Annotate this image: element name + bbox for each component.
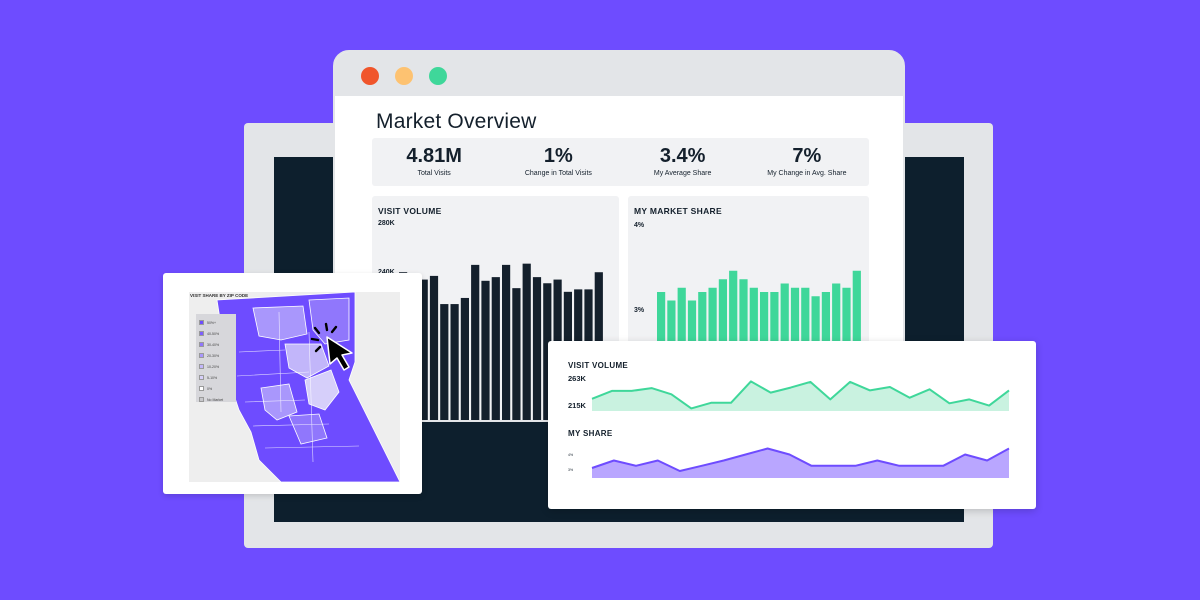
- map-region-light: [260, 383, 298, 421]
- visit-volume-label: VISIT VOLUME: [568, 361, 629, 370]
- legend-label: 20-30%: [207, 353, 220, 358]
- legend-swatch: [199, 342, 204, 347]
- bar: [471, 264, 480, 420]
- share-tick-bottom: 3%: [568, 468, 574, 472]
- legend-item: 10-20%: [199, 361, 233, 372]
- kpi-strip: 4.81M Total Visits 1% Change in Total Vi…: [372, 138, 869, 186]
- area-fill: [592, 381, 1009, 411]
- browser-title-bar: [335, 52, 903, 96]
- legend-label: 0%: [207, 386, 213, 391]
- bar: [429, 275, 439, 420]
- series-line: [591, 380, 1010, 410]
- bar: [532, 277, 542, 420]
- visit-tick-bottom: 215K: [568, 401, 586, 410]
- legend-label: 50%+: [207, 320, 217, 325]
- legend-item: 20-30%: [199, 350, 233, 361]
- legend-swatch: [199, 364, 204, 369]
- bar: [481, 280, 490, 420]
- series-line: [591, 447, 1010, 472]
- panel-title: MY MARKET SHARE: [634, 206, 722, 216]
- legend-swatch: [199, 353, 204, 358]
- panel-title: VISIT VOLUME: [378, 206, 442, 216]
- map-region-light: [288, 413, 328, 445]
- line-charts: [591, 380, 1010, 478]
- map-title: VISIT SHARE BY ZIP CODE: [190, 293, 249, 298]
- kpi-value: 4.81M: [406, 145, 462, 167]
- california-zip-map[interactable]: [189, 292, 400, 482]
- y-tick-label: 3%: [634, 307, 645, 314]
- legend-label: 30-40%: [207, 342, 220, 347]
- legend-item: 5-10%: [199, 372, 233, 383]
- kpi-average-share: 3.4% My Average Share: [621, 138, 745, 186]
- bar: [512, 288, 521, 420]
- legend-label: 10-20%: [207, 364, 220, 369]
- kpi-change-avg-share: 7% My Change in Avg. Share: [745, 138, 869, 186]
- legend-item: No Market: [199, 394, 233, 405]
- visit-tick-top: 263K: [568, 374, 586, 383]
- share-tick-top: 4%: [568, 453, 574, 457]
- y-tick-label: 4%: [634, 222, 645, 229]
- line-charts-card: VISIT VOLUME 263K 215K MY SHARE 4% 3%: [548, 341, 1036, 509]
- map-region-light: [284, 343, 330, 379]
- legend-item: 40-50%: [199, 328, 233, 339]
- bar: [440, 304, 449, 420]
- map-legend: 50%+ 40-50% 30-40% 20-30% 10-20% 5-10% 0…: [196, 314, 236, 402]
- bar: [502, 264, 511, 420]
- legend-item: 0%: [199, 383, 233, 394]
- my-share-label: MY SHARE: [568, 429, 613, 438]
- legend-swatch: [199, 397, 204, 402]
- legend-swatch: [199, 375, 204, 380]
- legend-swatch: [199, 386, 204, 391]
- mouse-pointer-icon: [310, 322, 353, 371]
- map-area[interactable]: VISIT SHARE BY ZIP CODE 50%+ 40-50% 30-4…: [189, 292, 400, 482]
- map-region-light: [252, 305, 308, 341]
- kpi-change-total-visits: 1% Change in Total Visits: [496, 138, 620, 186]
- map-card: VISIT SHARE BY ZIP CODE 50%+ 40-50% 30-4…: [163, 273, 422, 494]
- kpi-value: 1%: [543, 145, 573, 167]
- area-fill: [592, 448, 1009, 478]
- kpi-label: My Change in Avg. Share: [767, 170, 847, 177]
- legend-label: 40-50%: [207, 331, 220, 336]
- kpi-value: 3.4%: [659, 145, 706, 167]
- legend-item: 30-40%: [199, 339, 233, 350]
- kpi-value: 7%: [792, 145, 822, 167]
- bar: [543, 283, 552, 420]
- bar: [491, 277, 500, 420]
- kpi-total-visits: 4.81M Total Visits: [372, 138, 496, 186]
- legend-swatch: [199, 320, 204, 325]
- page-title: Market Overview: [376, 110, 537, 133]
- kpi-label: Total Visits: [417, 170, 451, 177]
- minimize-dot[interactable]: [395, 67, 413, 85]
- bar: [419, 279, 428, 420]
- y-tick-label: 240K: [378, 269, 395, 276]
- y-tick-label: 280K: [378, 220, 395, 227]
- kpi-label: Change in Total Visits: [524, 170, 592, 177]
- map-region-light: [304, 369, 340, 411]
- legend-swatch: [199, 331, 204, 336]
- legend-item: 50%+: [199, 317, 233, 328]
- bar: [522, 263, 531, 420]
- close-dot[interactable]: [361, 67, 379, 85]
- bar: [460, 297, 469, 420]
- legend-label: 5-10%: [207, 375, 218, 380]
- legend-label: No Market: [207, 397, 224, 402]
- kpi-label: My Average Share: [653, 170, 712, 177]
- map-region-line: [236, 311, 360, 463]
- maximize-dot[interactable]: [429, 67, 447, 85]
- bar: [450, 304, 459, 420]
